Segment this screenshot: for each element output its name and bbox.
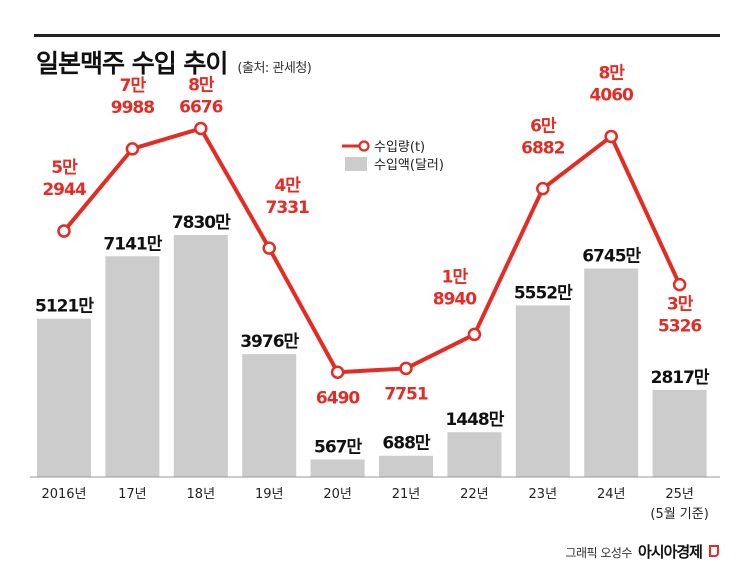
line-label-4-0: 6490 xyxy=(316,388,360,408)
chart-source: (출처: 관세청) xyxy=(237,61,312,76)
line-label-6-1: 8940 xyxy=(433,289,477,309)
bar-label-7: 5552만 xyxy=(514,283,573,303)
line-point-8 xyxy=(604,129,618,144)
x-tick-note-9: (5월 기준) xyxy=(650,507,708,522)
brand-mark-icon xyxy=(709,545,719,557)
bar-label-0: 5121만 xyxy=(35,297,94,317)
x-tick-label-2: 18년 xyxy=(187,487,216,502)
bar-label-9: 2817만 xyxy=(651,368,710,388)
bars-layer xyxy=(37,235,707,477)
bar-8 xyxy=(584,268,639,477)
bar-label-6: 1448만 xyxy=(445,410,504,430)
line-label-6-0: 1만 xyxy=(442,267,469,287)
line-point-0 xyxy=(57,224,71,238)
line-label-8-1: 4060 xyxy=(590,85,634,105)
credit: 그래픽 오성수 아시아경제 xyxy=(565,541,719,562)
x-tick-label-6: 22년 xyxy=(460,487,489,502)
bar-1 xyxy=(105,256,160,477)
x-tick-label-7: 23년 xyxy=(529,487,558,502)
credit-name: 그래픽 오성수 xyxy=(565,546,632,560)
legend-line-label: 수입량(t) xyxy=(374,140,425,155)
line-layer xyxy=(57,121,687,380)
bar-4 xyxy=(310,459,365,477)
line-label-1-0: 7만 xyxy=(120,76,147,96)
line-label-3-0: 4만 xyxy=(274,176,301,196)
line-label-0-0: 5만 xyxy=(51,158,78,178)
legend: 수입량(t) 수입액(달러) xyxy=(342,140,444,173)
line-point-4 xyxy=(330,365,345,380)
line-label-2-1: 6676 xyxy=(179,98,222,118)
line-series xyxy=(62,126,682,375)
line-label-9-1: 5326 xyxy=(658,317,701,337)
chart-title: 일본맥주 수입 추이 xyxy=(36,49,228,78)
labels-layer: 5121만 7141만 7830만 3976만 567만 688만 1448만 5552만 67… xyxy=(35,63,711,457)
bar-2 xyxy=(173,235,228,477)
title-block: 일본맥주 수입 추이 (출처: 관세청) xyxy=(36,44,312,80)
bar-9 xyxy=(652,389,707,477)
x-tick-label-9: 25년 xyxy=(665,487,694,502)
x-tick-label-0: 2016년 xyxy=(41,487,86,502)
line-label-0-1: 2944 xyxy=(42,180,86,200)
bar-label-2: 7830만 xyxy=(172,213,231,233)
line-point-7 xyxy=(536,181,550,196)
x-tick-label-4: 20년 xyxy=(323,487,352,502)
line-point-5 xyxy=(399,361,413,376)
line-label-7-0: 6만 xyxy=(530,117,557,137)
legend-bar-swatch xyxy=(345,157,367,171)
legend-line-marker xyxy=(358,140,370,152)
x-tick-label-5: 21년 xyxy=(392,487,421,502)
line-label-1-1: 9988 xyxy=(111,98,154,118)
x-tick-label-3: 19년 xyxy=(255,487,284,502)
bar-0 xyxy=(37,318,91,477)
bar-label-3: 3976만 xyxy=(240,332,299,352)
line-label-5-0: 7751 xyxy=(384,384,427,404)
bar-5 xyxy=(379,455,433,477)
line-label-9-0: 3만 xyxy=(667,295,694,315)
line-label-3-1: 7331 xyxy=(266,198,309,218)
line-point-6 xyxy=(467,327,482,342)
line-point-9 xyxy=(672,277,687,292)
x-tick-label-8: 24년 xyxy=(597,487,626,502)
bar-label-1: 7141만 xyxy=(103,234,162,254)
line-label-7-1: 6882 xyxy=(521,139,564,159)
bar-3 xyxy=(242,354,297,477)
line-point-2 xyxy=(194,121,208,136)
bar-6 xyxy=(447,432,502,477)
top-rule xyxy=(34,34,720,37)
bar-7 xyxy=(515,305,570,477)
x-tick-label-1: 17년 xyxy=(118,487,147,502)
axis-layer: 2016년 17년 18년 19년 20년 21년 22년 23년 24년 25년 (5월 기준) xyxy=(30,476,720,522)
bar-label-8: 6745만 xyxy=(582,247,641,267)
line-label-2-0: 8만 xyxy=(188,76,215,96)
legend-bar-label: 수입액(달러) xyxy=(374,158,444,173)
line-label-8-0: 8만 xyxy=(598,63,625,83)
credit-brand: 아시아경제 xyxy=(637,543,703,561)
bar-label-5: 688만 xyxy=(382,434,430,454)
bar-label-4: 567만 xyxy=(314,437,362,457)
line-point-1 xyxy=(125,142,140,156)
line-point-3 xyxy=(262,241,276,255)
